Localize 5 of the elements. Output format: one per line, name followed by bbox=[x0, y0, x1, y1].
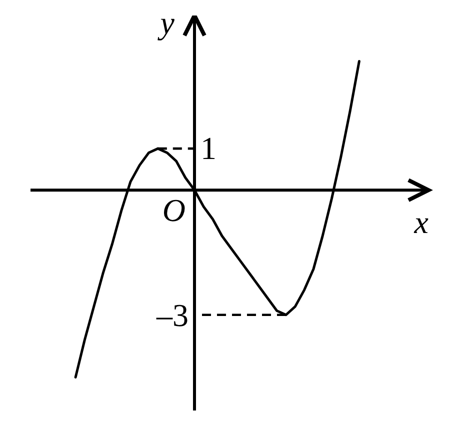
ref-line-label: 1 bbox=[200, 130, 216, 166]
x-axis-title: x bbox=[413, 204, 428, 240]
y-axis-title: y bbox=[157, 4, 176, 40]
ref-line-label: –3 bbox=[156, 296, 188, 333]
annotation: O bbox=[162, 192, 186, 228]
